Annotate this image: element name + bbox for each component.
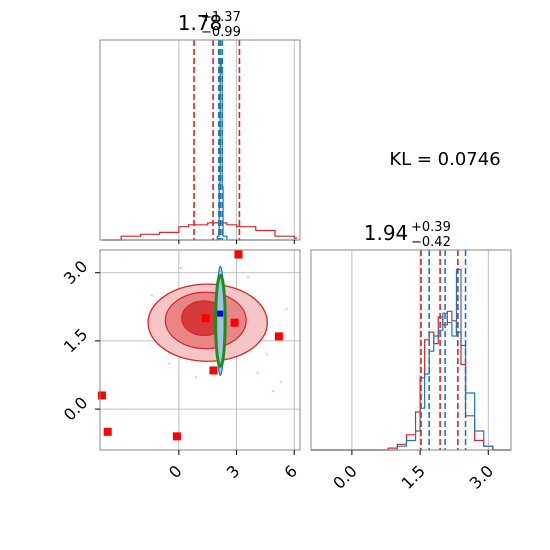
right-x-tick-label: 0.0 [329,461,360,492]
bottom-right-title-value: 1.94 [364,221,409,245]
bottom-left-scatter-panel: 0 3 6 0.0 1.5 3.0 [60,249,301,482]
bottom-right-histogram-panel: 0.0 1.5 3.0 [310,249,512,493]
red-square-marker [103,427,112,436]
scatter-y-tick-label: 3.0 [60,257,91,288]
background-sample-dot [271,389,275,393]
right-x-tick-label: 3.0 [466,461,497,492]
red-square-marker [172,432,181,441]
kl-annotation: KL = 0.0746 [389,149,500,170]
bottom-right-title-minus: −0.42 [411,235,451,250]
blue-square-marker [217,310,224,317]
background-sample-dot [150,294,154,297]
background-sample-dot [194,376,198,379]
scatter-y-tick-label: 0.0 [60,393,91,424]
right-blue-histogram [311,268,511,451]
background-sample-dot [179,266,182,270]
right-x-tick-label: 1.5 [397,461,428,492]
red-square-marker [234,250,243,259]
top-left-title-plus: +1.37 [201,10,241,25]
scatter-x-tick-label: 6 [280,461,301,482]
red-square-marker [97,391,106,400]
top-blue-histogram [101,58,297,241]
background-sample-dot [256,371,259,374]
right-red-histogram [311,310,511,451]
top-red-histogram [101,222,297,241]
red-square-marker [230,318,239,327]
top-left-title: 1.78 [178,11,223,35]
top-frame [99,39,301,241]
top-left-title-minus: −0.99 [201,25,241,40]
red-square-marker [274,332,283,341]
top-left-histogram-panel [99,39,301,244]
top-left-title-value: 1.78 [178,11,223,35]
green-covariance-ellipse [214,273,227,368]
scatter-frame [99,249,301,451]
background-sample-dot [246,276,250,279]
right-frame [310,249,512,451]
bottom-right-title-plus: +0.39 [411,220,451,235]
background-sample-dot [266,353,269,356]
background-sample-dot [279,380,282,384]
red-square-marker [209,366,218,375]
scatter-x-tick-label: 0 [165,461,186,482]
red-square-marker [201,314,210,323]
background-sample-dot [231,271,234,274]
background-sample-dot [168,362,171,365]
scatter-y-tick-label: 1.5 [60,325,91,356]
background-sample-dot [285,307,288,311]
scatter-x-tick-label: 3 [223,461,244,482]
